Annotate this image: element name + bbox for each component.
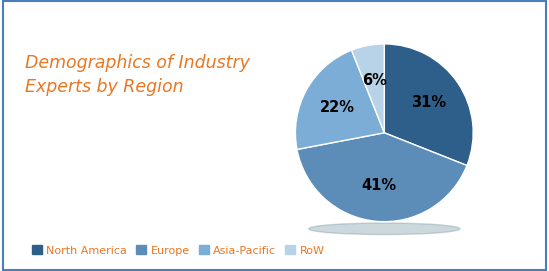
Ellipse shape [309,223,460,235]
Text: 6%: 6% [362,73,386,88]
Wedge shape [351,44,384,133]
Text: Demographics of Industry
Experts by Region: Demographics of Industry Experts by Regi… [25,54,250,96]
Wedge shape [295,50,384,149]
Text: 41%: 41% [362,178,397,193]
Text: 31%: 31% [411,95,446,110]
Wedge shape [384,44,473,166]
Text: 22%: 22% [320,100,355,115]
Legend: North America, Europe, Asia-Pacific, RoW: North America, Europe, Asia-Pacific, RoW [27,241,329,260]
Wedge shape [297,133,467,222]
